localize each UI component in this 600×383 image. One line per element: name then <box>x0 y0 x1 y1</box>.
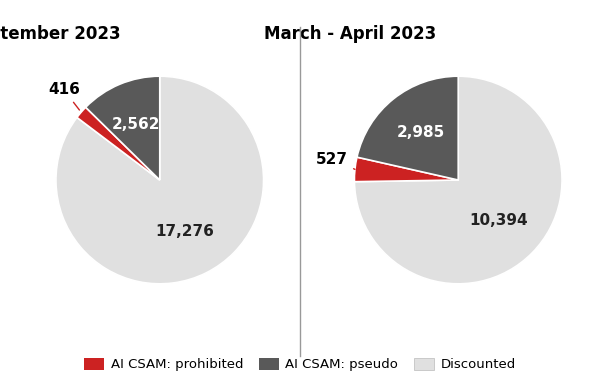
Legend: AI CSAM: prohibited, AI CSAM: pseudo, Discounted: AI CSAM: prohibited, AI CSAM: pseudo, Di… <box>79 352 521 376</box>
Wedge shape <box>355 76 562 284</box>
Text: 416: 416 <box>48 82 80 110</box>
Wedge shape <box>357 76 458 180</box>
Text: 2,985: 2,985 <box>397 126 445 141</box>
Text: March - April 2023: March - April 2023 <box>263 25 436 43</box>
Wedge shape <box>355 157 458 182</box>
Text: 10,394: 10,394 <box>470 213 528 228</box>
Text: 2,562: 2,562 <box>112 117 161 132</box>
Text: 17,276: 17,276 <box>156 224 215 239</box>
Text: September 2023: September 2023 <box>0 25 121 43</box>
Wedge shape <box>77 107 160 180</box>
Wedge shape <box>56 76 263 284</box>
Text: 527: 527 <box>316 152 355 169</box>
Wedge shape <box>86 76 160 180</box>
